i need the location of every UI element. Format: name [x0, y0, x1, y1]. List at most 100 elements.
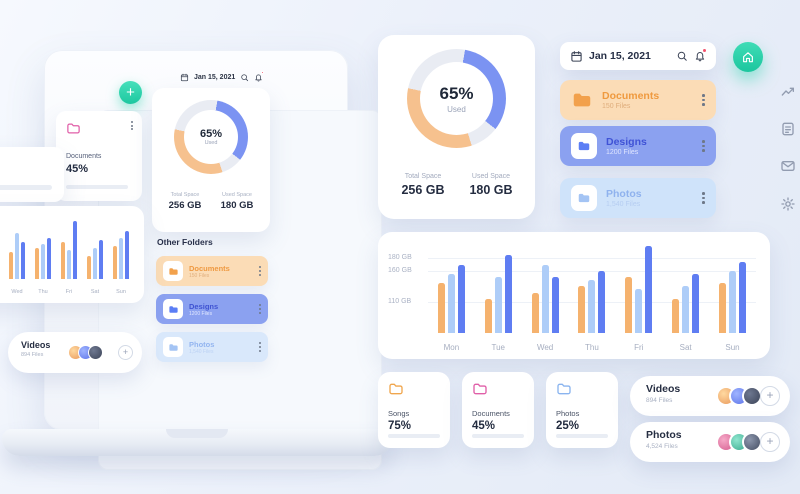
- folder-item-designs[interactable]: Designs 1200 Files: [156, 294, 268, 324]
- stat-value: 180 GB: [220, 200, 254, 211]
- folder-card-documents[interactable]: Documents 150 Files: [560, 80, 716, 120]
- day-label-sat: Sat: [90, 289, 100, 295]
- notifications-button[interactable]: [254, 70, 265, 82]
- day-label-sat: Sat: [679, 343, 692, 352]
- bar-group-mon: [437, 265, 465, 333]
- documents-usage-card-laptop[interactable]: Documents 45%: [56, 111, 142, 201]
- y-axis-tick: 110 GB: [388, 298, 412, 305]
- weekly-usage-chart-card: 180 GB 160 GB 110 GB Mon Tue Wed Thu Fri Sat S…: [378, 232, 770, 359]
- date-search-bar[interactable]: Jan 15, 2021: [560, 42, 716, 70]
- avatar: [742, 432, 762, 452]
- progress-track: [0, 185, 52, 190]
- usage-percent: 75%: [388, 420, 412, 432]
- usage-card-photos[interactable]: Photos 25%: [546, 372, 618, 448]
- gear-icon[interactable]: [780, 196, 796, 212]
- bar-chart-x-labels: Mon Tue Wed Thu Fri Sat Sun: [428, 343, 756, 352]
- orange-bar-thu: [35, 248, 39, 279]
- folder-icon: [168, 342, 179, 353]
- day-label-fri: Fri: [634, 343, 644, 352]
- files-count: 894 Files: [21, 352, 44, 358]
- folder-name: Photos: [189, 339, 215, 349]
- orange-bar-sat: [87, 256, 91, 279]
- day-label-fri: Fri: [65, 289, 73, 295]
- gridline: [428, 271, 756, 272]
- mail-icon[interactable]: [780, 158, 796, 174]
- folder-name: Documents: [602, 89, 660, 102]
- home-button[interactable]: [733, 42, 763, 72]
- videos-card-laptop[interactable]: Videos 894 Files: [8, 332, 142, 373]
- light-blue-bar-wed: [15, 233, 19, 279]
- folder-item-photos[interactable]: Photos 1,540 Files: [156, 332, 268, 362]
- folder-item-text: Designs 1200 Files: [189, 302, 259, 317]
- light-blue-bar-sun: [119, 238, 123, 279]
- calendar-icon[interactable]: [180, 73, 189, 82]
- folder-files-count: 1,540 Files: [606, 201, 641, 209]
- add-member-button[interactable]: [760, 386, 780, 406]
- calendar-icon[interactable]: [570, 50, 583, 63]
- storage-used-caption: Used: [447, 104, 466, 114]
- card-title: Documents: [66, 153, 102, 160]
- folder-icon: [556, 381, 572, 397]
- files-count: 894 Files: [646, 397, 673, 404]
- day-label-mon: Mon: [443, 343, 460, 352]
- card-title: Videos: [646, 383, 681, 395]
- card-title: Photos: [556, 409, 580, 418]
- notification-dot: [702, 48, 707, 53]
- kebab-menu-icon[interactable]: [259, 304, 261, 314]
- note-icon[interactable]: [780, 121, 796, 137]
- folder-icon-box: [163, 337, 183, 357]
- folder-files-count: 150 Files: [189, 272, 210, 279]
- folder-icon: [472, 381, 488, 397]
- kebab-menu-icon[interactable]: [702, 140, 705, 152]
- usage-card-documents[interactable]: Documents 45%: [462, 372, 534, 448]
- folder-icon: [577, 139, 591, 153]
- orange-bar-sun: [113, 246, 117, 279]
- folder-item-documents[interactable]: Documents 150 Files: [156, 256, 268, 286]
- folder-name: Documents: [189, 263, 230, 273]
- folder-icon: [168, 304, 179, 315]
- kebab-menu-icon[interactable]: [131, 121, 133, 131]
- usage-card-songs[interactable]: Songs 75%: [378, 372, 450, 448]
- blue-bar-sun: [125, 231, 129, 279]
- avatar-group: [716, 386, 762, 406]
- orange-bar-fri: [625, 277, 633, 333]
- files-count: 4,524 Files: [646, 443, 678, 450]
- kebab-menu-icon[interactable]: [259, 342, 261, 352]
- search-icon[interactable]: [240, 73, 249, 82]
- kebab-menu-icon[interactable]: [702, 192, 705, 204]
- photos-card[interactable]: Photos 4,524 Files: [630, 422, 790, 462]
- folder-card-photos[interactable]: Photos 1,540 Files: [560, 178, 716, 218]
- line-chart-icon[interactable]: [780, 84, 796, 100]
- light-blue-bar-fri: [635, 289, 643, 333]
- folder-files-count: 150 Files: [602, 103, 631, 111]
- usage-percent: 45%: [472, 420, 496, 432]
- storage-percent: 65%: [199, 128, 223, 140]
- bar-group-tue: [484, 255, 512, 333]
- bar-group-thu: [578, 271, 606, 333]
- blue-bar-tue: [504, 255, 512, 333]
- orange-bar-fri: [61, 242, 65, 279]
- folder-name: Designs: [189, 301, 219, 311]
- folder-card-text: Documents 150 Files: [602, 90, 702, 110]
- stat-value: 180 GB: [469, 183, 513, 197]
- add-button[interactable]: [119, 81, 142, 104]
- search-icon[interactable]: [676, 50, 688, 62]
- add-member-button[interactable]: [760, 432, 780, 452]
- kebab-menu-icon[interactable]: [702, 94, 705, 106]
- donut-center: 65% Used: [420, 62, 493, 135]
- storage-percent: 65%: [439, 83, 474, 103]
- light-blue-bar-thu: [41, 244, 45, 279]
- add-member-button[interactable]: [118, 345, 133, 360]
- notifications-button[interactable]: [694, 48, 707, 62]
- light-blue-bar-wed: [541, 265, 549, 333]
- kebab-menu-icon[interactable]: [259, 266, 261, 276]
- folder-icon-box: [571, 185, 597, 211]
- bar-group-fri: [61, 221, 77, 279]
- orange-bar-tue: [484, 299, 492, 333]
- total-space-stat: Total Space 256 GB: [391, 173, 455, 197]
- light-blue-bar-tue: [494, 277, 502, 333]
- storage-donut-card: 65% Used Total Space 256 GB Used Space 1…: [378, 35, 535, 219]
- videos-card[interactable]: Videos 894 Files: [630, 376, 790, 416]
- folder-card-designs[interactable]: Designs 1200 Files: [560, 126, 716, 166]
